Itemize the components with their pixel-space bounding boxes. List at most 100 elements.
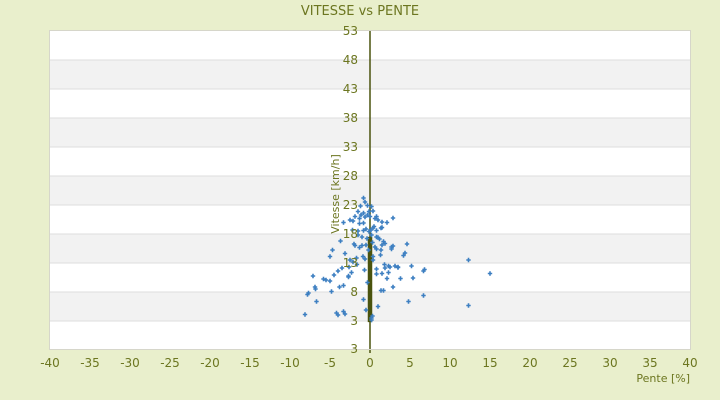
y-axis-title: Vitesse [km/h] [329,154,342,234]
scatter-point [374,246,379,252]
scatter-point [487,271,493,276]
scatter-point [368,227,374,233]
scatter-point [337,284,342,290]
scatter-point [327,254,333,259]
y-axis-tick-label: 3 [350,314,358,328]
scatter-point [313,286,318,292]
y-axis-tick-label: 18 [342,227,358,241]
scatter-point [379,242,385,248]
scatter-point [421,293,426,298]
x-axis-tick-label: -5 [324,356,336,370]
scatter-point [352,243,358,248]
scatter-point [370,208,376,214]
y-axis-tick-label: 43 [342,82,358,96]
scatter-point [364,236,370,241]
plot-area [49,30,691,353]
scatter-point [402,250,408,256]
scatter-point [390,284,396,290]
scatter-point [359,234,365,240]
scatter-point [330,247,335,253]
scatter-point [374,271,379,277]
scatter-point [392,263,398,269]
scatter-point [369,232,374,238]
scatter-point [386,263,391,269]
scatter-point [363,307,369,313]
scatter-point [374,228,379,233]
scatter-point [361,228,366,233]
scatter-point [406,299,411,304]
scatter-point [361,210,366,216]
x-axis-tick-label: 30 [602,356,618,370]
scatter-point [339,265,345,271]
scatter-point [386,270,391,275]
x-axis-tick-label: -10 [280,356,300,370]
scatter-point [384,276,390,281]
scatter-point [361,220,366,226]
scatter-point [370,254,376,259]
scatter-point [305,292,310,297]
x-axis-tick-label: 35 [642,356,658,370]
scatter-point [369,204,374,209]
scatter-point [365,212,370,218]
scatter-point [384,220,390,225]
scatter-point [352,214,358,219]
scatter-point [422,267,427,272]
scatter-points [302,195,493,323]
y-axis-tick-label: 23 [342,198,358,212]
scatter-point [341,220,346,225]
scatter-point [366,209,372,214]
scatter-point [390,243,396,249]
scatter-point [375,217,381,223]
scatter-point [346,264,352,270]
scatter-point [466,257,471,263]
scatter-point [366,247,371,253]
scatter-point [358,212,364,218]
scatter-point [361,195,366,201]
scatter-point [363,226,369,232]
scatter-point [404,241,410,247]
scatter-point [355,232,361,238]
scatter-point [355,209,361,214]
x-axis-tick-label: 5 [406,356,414,370]
scatter-point [342,251,348,256]
x-axis-tick-label: -40 [40,356,60,370]
scatter-point [374,214,379,219]
scatter-point [378,288,384,293]
x-axis-tick-label: -25 [160,356,180,370]
scatter-point [341,283,346,288]
x-axis-tick-label: 20 [522,356,538,370]
scatter-point [357,216,362,221]
scatter-point [335,312,341,318]
scatter-point [365,203,370,208]
scatter-point [365,280,370,285]
scatter-point [302,312,308,317]
scatter-point [349,270,354,275]
scatter-point [367,214,373,219]
y-axis-tick-label: 28 [342,169,358,183]
x-axis-tick-label: -30 [120,356,140,370]
scatter-point [350,218,356,224]
scatter-point [375,304,381,309]
scatter-point [369,317,374,323]
scatter-point [362,199,368,205]
scatter-point [354,255,359,261]
scatter-point [314,299,319,304]
scatter-point [389,246,394,252]
scatter-point [355,228,361,234]
scatter-point [379,219,385,225]
scatter-point [347,257,353,263]
scatter-point [357,245,362,250]
x-axis-tick-label: 25 [562,356,578,370]
y-axis-tick-label: 8 [350,285,358,299]
scatter-point [331,272,337,278]
scatter-point [395,265,401,270]
scatter-point [374,266,379,272]
scatter-point [401,253,406,258]
scatter-point [327,278,333,284]
scatter-point [382,265,388,271]
scatter-point [358,203,363,209]
x-axis-tick-label: 10 [442,356,458,370]
scatter-point [338,238,343,244]
x-axis-tick-label: 40 [682,356,698,370]
